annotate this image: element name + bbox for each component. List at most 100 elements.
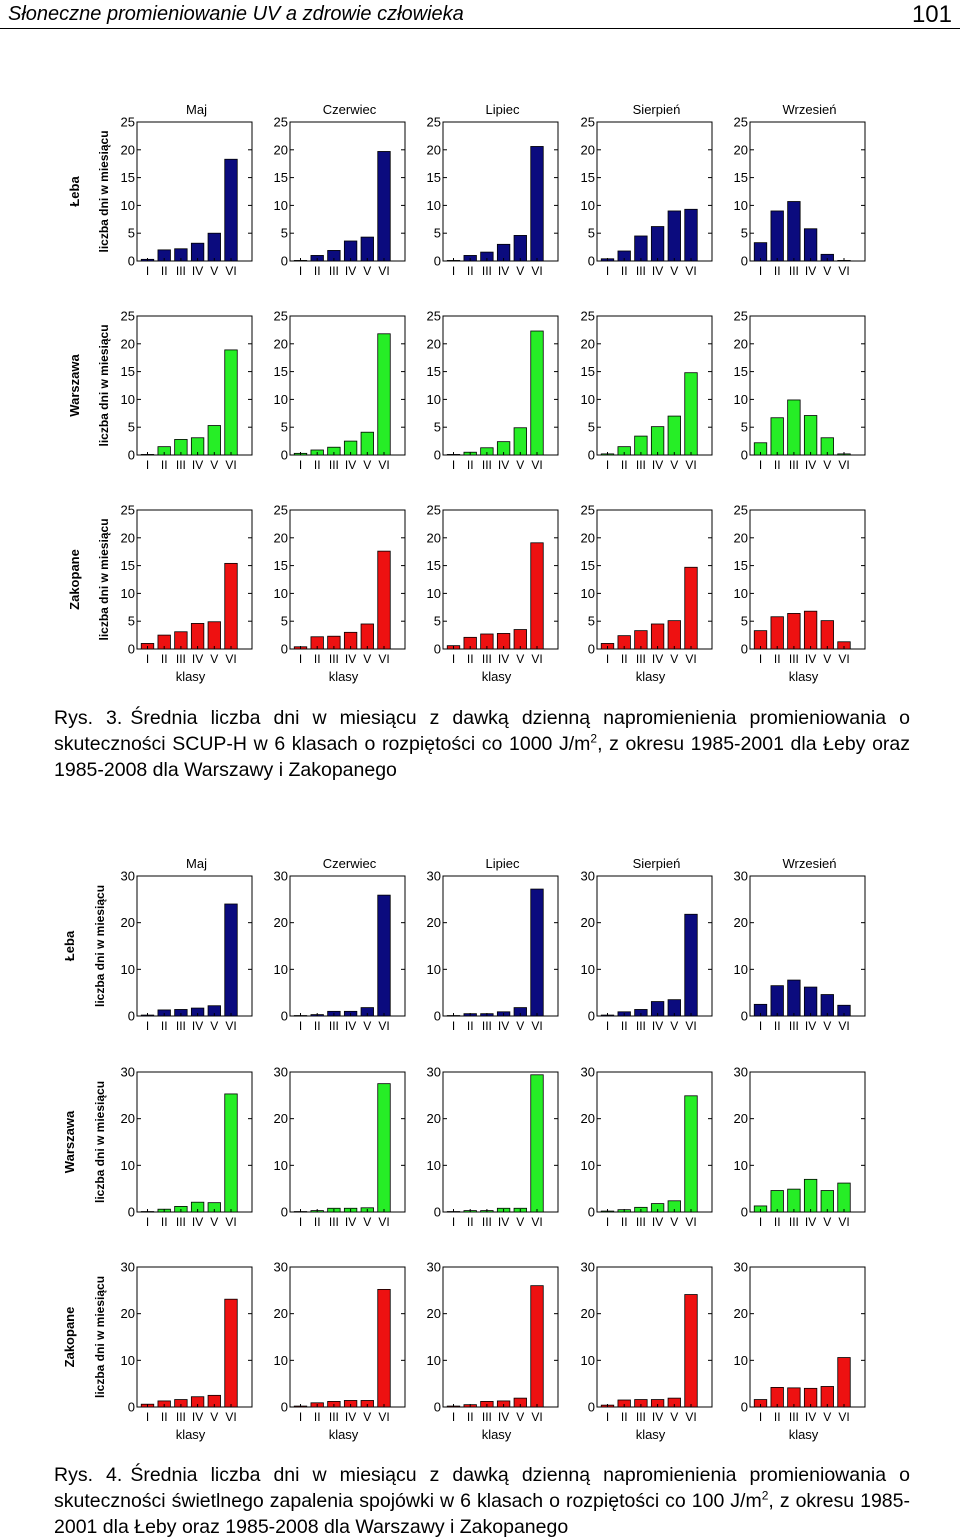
y-tick-label-leba-lipiec-15: 15 — [427, 170, 441, 185]
x-tick-label-leba-maj-VI: VI — [225, 264, 236, 278]
y-tick-label-zakopane-maj-30: 30 — [121, 1260, 135, 1275]
x-tick-label-warszawa-lipiec-III: III — [482, 1215, 492, 1229]
bar-warszawa-czerwiec-V — [360, 431, 374, 456]
bar-leba-sierpien-VI — [684, 208, 698, 262]
x-tick-label-leba-czerwiec-II: II — [314, 1019, 321, 1033]
x-tick-label-zakopane-sierpien-VI: VI — [685, 1410, 696, 1424]
x-tick-label-warszawa-czerwiec-IV: IV — [345, 1215, 356, 1229]
month-title-maj: Maj — [186, 856, 207, 871]
y-tick-label-leba-lipiec-0: 0 — [434, 1009, 441, 1024]
x-tick-label-warszawa-lipiec-I: I — [452, 1215, 455, 1229]
x-tick-label-warszawa-sierpien-IV: IV — [652, 458, 663, 472]
figure-4-caption: Rys. 4. Średnia liczba dni w miesiącu z d… — [54, 1462, 910, 1540]
bar-leba-lipiec-V — [513, 235, 527, 262]
x-tick-label-leba-sierpien-III: III — [636, 264, 646, 278]
bar-warszawa-wrzesien-II — [770, 1190, 784, 1213]
y-tick-label-zakopane-maj-5: 5 — [128, 614, 135, 629]
x-tick-label-warszawa-czerwiec-VI: VI — [378, 458, 389, 472]
y-tick-label-warszawa-lipiec-20: 20 — [427, 336, 441, 351]
x-tick-label-leba-wrzesien-III: III — [789, 264, 799, 278]
x-tick-label-leba-sierpien-VI: VI — [685, 1019, 696, 1033]
figure-3-label: Rys. 3. — [54, 707, 123, 729]
y-tick-label-leba-czerwiec-5: 5 — [281, 226, 288, 241]
figure-4-caption-text: Średnia liczba dni w miesiącu z dawką dz… — [54, 1464, 910, 1512]
x-tick-label-zakopane-wrzesien-I: I — [759, 652, 762, 666]
y-tick-label-warszawa-wrzesien-25: 25 — [734, 309, 748, 324]
bar-warszawa-sierpien-VI — [684, 1095, 698, 1213]
x-tick-label-leba-sierpien-I: I — [606, 264, 609, 278]
x-tick-label-zakopane-maj-III: III — [176, 1410, 186, 1424]
x-tick-label-warszawa-sierpien-I: I — [606, 1215, 609, 1229]
x-tick-label-warszawa-sierpien-III: III — [636, 1215, 646, 1229]
x-tick-label-zakopane-lipiec-III: III — [482, 1410, 492, 1424]
figure-3-caption-text: Średnia liczba dni w miesiącu z dawką dz… — [54, 707, 910, 755]
y-tick-label-warszawa-maj-25: 25 — [121, 309, 135, 324]
y-tick-label-warszawa-wrzesien-0: 0 — [741, 448, 748, 463]
y-tick-label-leba-wrzesien-0: 0 — [741, 254, 748, 269]
y-tick-label-warszawa-wrzesien-10: 10 — [734, 1158, 748, 1173]
x-axis-label-maj: klasy — [176, 1427, 206, 1442]
x-tick-label-leba-maj-IV: IV — [192, 264, 203, 278]
y-tick-label-leba-lipiec-5: 5 — [434, 226, 441, 241]
bar-zakopane-maj-VI — [224, 1298, 238, 1408]
bar-zakopane-wrzesien-V — [820, 1386, 834, 1408]
x-tick-label-leba-czerwiec-V: V — [363, 264, 371, 278]
y-tick-label-leba-czerwiec-0: 0 — [281, 1009, 288, 1024]
y-tick-label-zakopane-sierpien-25: 25 — [581, 503, 595, 518]
x-tick-label-warszawa-maj-I: I — [146, 1215, 149, 1229]
x-tick-label-warszawa-czerwiec-III: III — [329, 458, 339, 472]
x-tick-label-warszawa-wrzesien-I: I — [759, 1215, 762, 1229]
y-tick-label-leba-maj-25: 25 — [121, 115, 135, 130]
y-tick-label-warszawa-maj-5: 5 — [128, 420, 135, 435]
x-axis-label-wrzesien: klasy — [789, 669, 819, 684]
month-title-maj: Maj — [186, 102, 207, 117]
x-tick-label-leba-sierpien-I: I — [606, 1019, 609, 1033]
x-tick-label-zakopane-wrzesien-V: V — [823, 1410, 831, 1424]
y-tick-label-warszawa-czerwiec-20: 20 — [274, 1111, 288, 1126]
x-tick-label-warszawa-maj-I: I — [146, 458, 149, 472]
x-tick-label-zakopane-lipiec-IV: IV — [498, 652, 509, 666]
bar-warszawa-wrzesien-III — [787, 399, 801, 456]
y-tick-label-zakopane-lipiec-5: 5 — [434, 614, 441, 629]
y-tick-label-zakopane-lipiec-20: 20 — [427, 530, 441, 545]
x-tick-label-zakopane-czerwiec-III: III — [329, 652, 339, 666]
y-tick-label-warszawa-maj-10: 10 — [121, 392, 135, 407]
y-tick-label-leba-czerwiec-20: 20 — [274, 915, 288, 930]
y-tick-label-leba-sierpien-10: 10 — [581, 962, 595, 977]
x-tick-label-zakopane-wrzesien-IV: IV — [805, 652, 816, 666]
bar-warszawa-czerwiec-VI — [377, 1083, 391, 1213]
bar-warszawa-lipiec-VI — [530, 330, 544, 456]
x-tick-label-zakopane-lipiec-VI: VI — [531, 652, 542, 666]
x-tick-label-zakopane-maj-I: I — [146, 652, 149, 666]
y-tick-label-warszawa-czerwiec-30: 30 — [274, 1065, 288, 1080]
y-tick-label-warszawa-lipiec-5: 5 — [434, 420, 441, 435]
y-tick-label-zakopane-czerwiec-10: 10 — [274, 1353, 288, 1368]
x-tick-label-warszawa-maj-VI: VI — [225, 1215, 236, 1229]
x-tick-label-leba-maj-I: I — [146, 1019, 149, 1033]
y-tick-label-warszawa-wrzesien-10: 10 — [734, 392, 748, 407]
y-tick-label-leba-lipiec-25: 25 — [427, 115, 441, 130]
x-tick-label-leba-wrzesien-I: I — [759, 264, 762, 278]
x-tick-label-leba-sierpien-IV: IV — [652, 1019, 663, 1033]
x-tick-label-leba-wrzesien-V: V — [823, 1019, 831, 1033]
y-tick-label-zakopane-sierpien-0: 0 — [588, 1400, 595, 1415]
month-title-czerwiec: Czerwiec — [323, 102, 377, 117]
x-tick-label-warszawa-lipiec-IV: IV — [498, 1215, 509, 1229]
x-tick-label-warszawa-wrzesien-V: V — [823, 1215, 831, 1229]
x-axis-label-lipiec: klasy — [482, 1427, 512, 1442]
y-tick-label-warszawa-lipiec-20: 20 — [427, 1111, 441, 1126]
y-tick-label-zakopane-wrzesien-0: 0 — [741, 642, 748, 657]
y-tick-label-leba-maj-5: 5 — [128, 226, 135, 241]
y-tick-label-warszawa-czerwiec-5: 5 — [281, 420, 288, 435]
x-tick-label-zakopane-czerwiec-II: II — [314, 1410, 321, 1424]
y-tick-label-zakopane-maj-20: 20 — [121, 1306, 135, 1321]
y-tick-label-warszawa-sierpien-20: 20 — [581, 1111, 595, 1126]
bar-leba-lipiec-VI — [530, 888, 544, 1017]
bar-leba-maj-V — [207, 232, 221, 262]
y-tick-label-zakopane-czerwiec-30: 30 — [274, 1260, 288, 1275]
x-tick-label-zakopane-wrzesien-VI: VI — [838, 1410, 849, 1424]
x-axis-label-czerwiec: klasy — [329, 669, 359, 684]
x-tick-label-leba-lipiec-V: V — [516, 1019, 524, 1033]
x-tick-label-warszawa-maj-III: III — [176, 458, 186, 472]
y-tick-label-warszawa-maj-0: 0 — [128, 448, 135, 463]
